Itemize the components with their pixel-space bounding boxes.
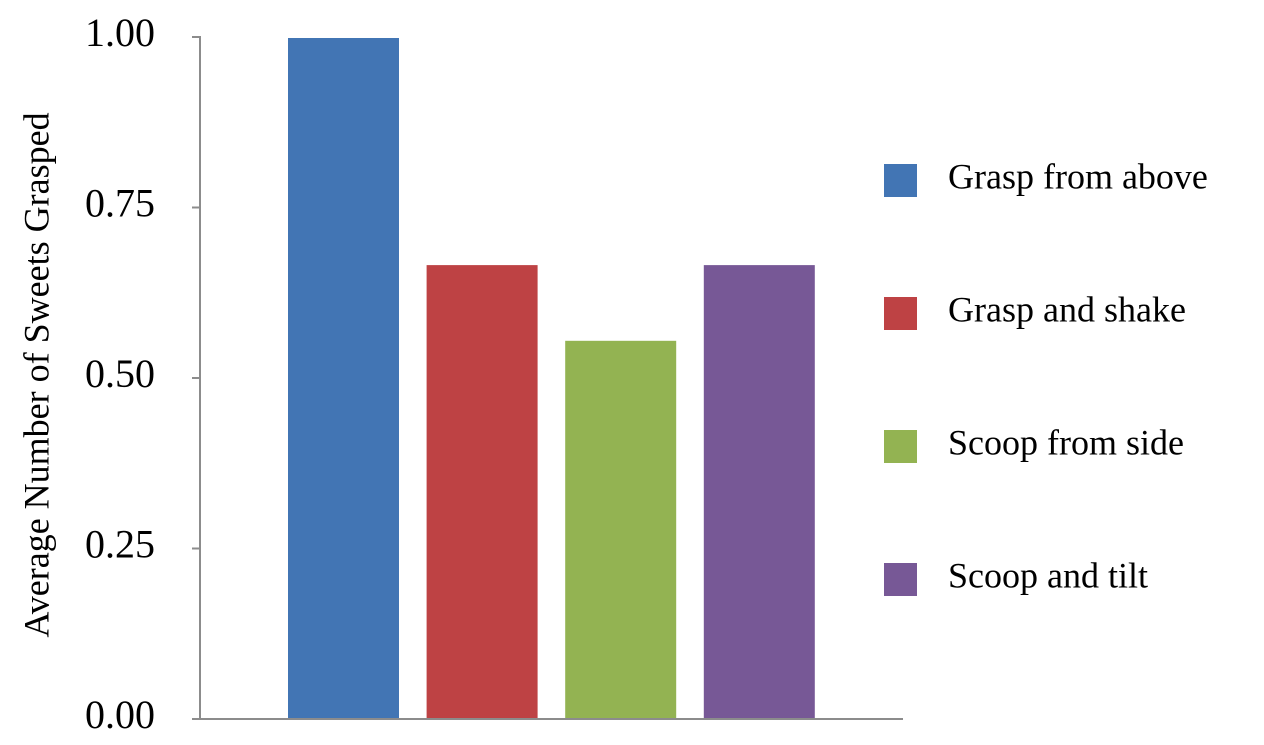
y-axis-ticks: 0.00 0.25 0.50 0.75 1.00 [85, 10, 200, 737]
y-tick-label: 0.75 [85, 181, 155, 226]
bar-grasp-and-shake [424, 263, 540, 720]
legend-label: Grasp from above [948, 156, 1208, 196]
legend-swatch [884, 563, 917, 596]
y-tick-label: 1.00 [85, 10, 155, 55]
bar-scoop-from-side [563, 338, 679, 720]
y-tick-label: 0.25 [85, 522, 155, 567]
legend-swatch [884, 164, 917, 197]
legend-label: Scoop and tilt [948, 555, 1148, 595]
y-tick-label: 0.00 [85, 692, 155, 737]
bars-group [286, 36, 817, 720]
bar-scoop-and-tilt [701, 263, 817, 720]
y-axis-title: Average Number of Sweets Grasped [16, 112, 56, 637]
y-tick-label: 0.50 [85, 351, 155, 396]
legend: Grasp from above Grasp and shake Scoop fro… [884, 156, 1208, 596]
legend-label: Grasp and shake [948, 289, 1186, 329]
legend-label: Scoop from side [948, 422, 1184, 462]
legend-swatch [884, 430, 917, 463]
legend-swatch [884, 297, 917, 330]
bar-grasp-from-above [286, 36, 401, 720]
